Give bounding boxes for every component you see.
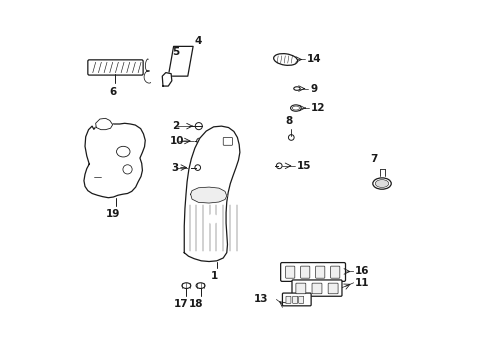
FancyBboxPatch shape	[291, 280, 341, 296]
Ellipse shape	[211, 141, 228, 155]
Text: 14: 14	[306, 54, 321, 64]
FancyBboxPatch shape	[292, 296, 297, 303]
Text: 9: 9	[309, 84, 317, 94]
Ellipse shape	[290, 105, 301, 111]
FancyBboxPatch shape	[282, 293, 310, 306]
Polygon shape	[96, 118, 112, 130]
Ellipse shape	[293, 87, 300, 90]
Text: 12: 12	[310, 103, 324, 113]
FancyBboxPatch shape	[327, 283, 337, 294]
Text: 4: 4	[195, 36, 202, 46]
Text: 2: 2	[172, 121, 180, 131]
FancyBboxPatch shape	[330, 266, 339, 278]
Text: 7: 7	[370, 154, 377, 164]
Text: 1: 1	[211, 271, 218, 281]
Text: 3: 3	[171, 163, 179, 173]
Ellipse shape	[292, 106, 299, 110]
Ellipse shape	[196, 283, 204, 288]
Ellipse shape	[273, 54, 297, 66]
FancyBboxPatch shape	[88, 60, 143, 75]
Text: 17: 17	[174, 299, 188, 309]
Ellipse shape	[372, 178, 390, 189]
Text: 16: 16	[354, 266, 369, 276]
Ellipse shape	[182, 283, 190, 288]
FancyBboxPatch shape	[280, 262, 345, 282]
Polygon shape	[190, 187, 226, 203]
Ellipse shape	[205, 215, 219, 224]
FancyBboxPatch shape	[285, 296, 290, 303]
Text: 18: 18	[188, 299, 203, 309]
Text: 10: 10	[170, 136, 184, 146]
FancyBboxPatch shape	[300, 266, 309, 278]
Polygon shape	[168, 46, 193, 76]
FancyBboxPatch shape	[315, 266, 324, 278]
Text: 11: 11	[354, 278, 369, 288]
FancyBboxPatch shape	[285, 266, 294, 278]
FancyBboxPatch shape	[295, 283, 305, 294]
Ellipse shape	[374, 180, 388, 188]
Text: 8: 8	[285, 116, 292, 126]
FancyBboxPatch shape	[311, 283, 321, 294]
Text: 5: 5	[172, 48, 179, 57]
Polygon shape	[162, 73, 171, 86]
Text: 6: 6	[109, 87, 116, 97]
FancyBboxPatch shape	[223, 138, 232, 145]
Text: 15: 15	[296, 161, 311, 171]
FancyBboxPatch shape	[298, 296, 303, 303]
Polygon shape	[84, 123, 145, 198]
Text: 13: 13	[254, 294, 268, 304]
Polygon shape	[184, 126, 240, 261]
Text: 19: 19	[105, 209, 120, 219]
